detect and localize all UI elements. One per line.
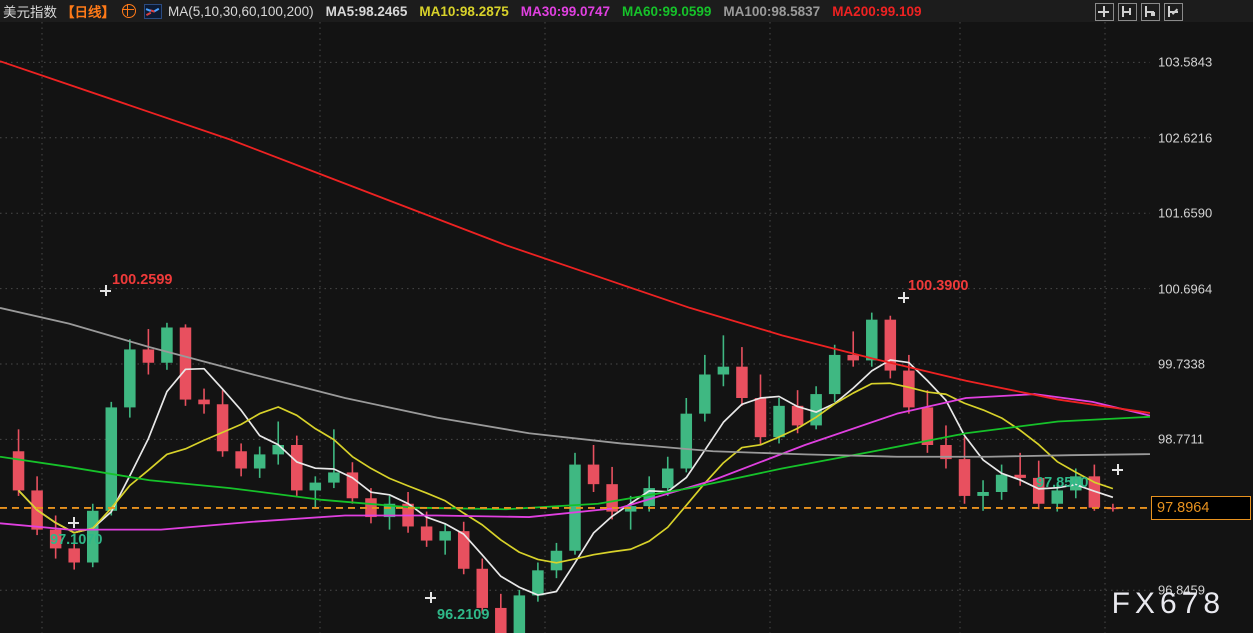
price-tick: 101.6590 — [1158, 205, 1213, 221]
watermark: FX678 — [1111, 587, 1225, 620]
price-tick: 103.5843 — [1158, 54, 1213, 70]
align-left-tool[interactable] — [1118, 3, 1137, 21]
extreme-marker — [425, 592, 436, 603]
low-price-annotation: 97.8500 — [1036, 475, 1089, 491]
ma-config-label: MA(5,10,30,60,100,200) — [168, 3, 314, 19]
current-price-tag: 97.8964 — [1151, 495, 1251, 520]
align-right-tool[interactable] — [1141, 3, 1160, 21]
period-label[interactable]: 【日线】 — [61, 5, 115, 20]
high-price-annotation: 100.3900 — [908, 278, 969, 294]
chart-header-bar: 美元指数 【日线】 MA(5,10,30,60,100,200) MA5:98.… — [0, 0, 1253, 22]
price-tick: 100.6964 — [1158, 281, 1213, 297]
exit-fullscreen-tool[interactable] — [1164, 3, 1183, 21]
extreme-marker — [898, 292, 909, 303]
extreme-marker — [100, 285, 111, 296]
low-price-annotation: 96.2109 — [437, 607, 490, 623]
ma200-value: MA200:99.109 — [832, 3, 922, 19]
price-chart-plot[interactable]: 100.2599 97.1070 96.2109 100.3900 97.8500 — [0, 22, 1150, 633]
chart-toolbar — [1095, 3, 1183, 21]
price-tick: 102.6216 — [1158, 130, 1213, 146]
high-price-annotation: 100.2599 — [112, 272, 173, 288]
price-tick: 96.8459 — [1158, 582, 1205, 598]
extreme-marker — [68, 517, 79, 528]
ma100-value: MA100:98.5837 — [723, 3, 821, 19]
price-tick: 99.7338 — [1158, 356, 1205, 372]
move-crosshair-tool[interactable] — [1095, 3, 1114, 21]
price-tick: 98.7711 — [1158, 431, 1205, 447]
extreme-marker — [1112, 464, 1123, 475]
crosshair-circle-icon[interactable] — [121, 3, 136, 18]
candlestick-chart — [0, 22, 1150, 633]
ma30-value: MA30:99.0747 — [520, 3, 611, 19]
ma5-value: MA5:98.2465 — [325, 3, 408, 19]
instrument-name: 美元指数 — [3, 5, 57, 20]
ma10-value: MA10:98.2875 — [419, 3, 509, 19]
low-price-annotation: 97.1070 — [50, 532, 103, 548]
ma60-value: MA60:99.0599 — [622, 3, 712, 19]
line-chart-icon[interactable] — [144, 3, 162, 19]
price-axis[interactable]: 103.5843 102.6216 101.6590 100.6964 99.7338 9… — [1150, 22, 1253, 633]
